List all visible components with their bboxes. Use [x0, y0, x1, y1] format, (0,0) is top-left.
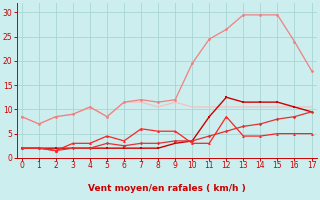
X-axis label: Vent moyen/en rafales ( km/h ): Vent moyen/en rafales ( km/h ) [88, 184, 245, 193]
